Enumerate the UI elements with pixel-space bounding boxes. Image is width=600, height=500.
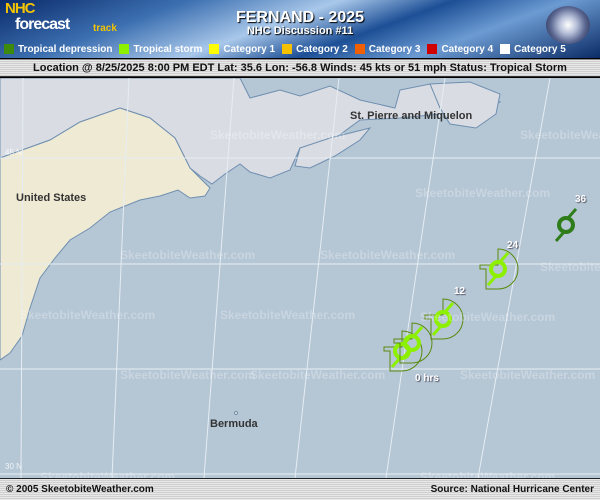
forecast-label-24: 24 <box>507 240 519 251</box>
discussion-number: NHC Discussion #11 <box>246 25 354 37</box>
map-canvas <box>0 78 600 478</box>
place-united-states: United States <box>16 192 87 204</box>
watermark: SkeetobiteWeather.com <box>120 248 256 262</box>
lat-label-30n: 30 N <box>5 462 22 471</box>
legend-swatch <box>4 44 14 54</box>
forecast-label-12: 12 <box>454 286 466 297</box>
watermark: SkeetobiteWeather.com <box>460 368 596 382</box>
lat-label-45n: 45 N <box>5 148 22 157</box>
wind-radii <box>393 322 433 364</box>
longitude-line <box>203 78 235 478</box>
legend-swatch <box>354 44 365 54</box>
header-banner: NHC forecast track FERNAND - 2025 NHC Di… <box>0 0 600 58</box>
place-bermuda: Bermuda <box>210 418 258 430</box>
legend-item: Category 3 <box>354 43 421 55</box>
forecast-track <box>383 208 578 372</box>
legend-label: Category 1 <box>223 43 276 55</box>
watermark: SkeetobiteWeather.com <box>250 368 386 382</box>
newfoundland <box>429 81 501 129</box>
legend-item: Category 2 <box>282 44 348 55</box>
copyright: © 2005 SkeetobiteWeather.com <box>6 484 154 495</box>
tropical-storm-icon <box>400 326 424 360</box>
wind-radii <box>479 248 519 290</box>
watermark: SkeetobiteWeather.com <box>420 310 556 324</box>
legend-swatch <box>119 44 130 54</box>
legend-label: Category 3 <box>368 43 421 55</box>
legend-item: Tropical depression <box>4 44 112 55</box>
hurricane-satellite-icon <box>546 6 590 44</box>
legend-label: Category 4 <box>441 43 494 55</box>
intensity-legend: Tropical depression Tropical storm Categor… <box>0 41 600 57</box>
tropical-storm-icon <box>431 302 455 336</box>
bermuda-island <box>234 411 238 415</box>
wind-radii <box>424 298 464 340</box>
storm-title: FERNAND - 2025 <box>235 9 365 26</box>
longitude-line <box>385 78 446 478</box>
legend-item: Category 5 <box>500 44 566 55</box>
storm-status-bar: Location @ 8/25/2025 8:00 PM EDT Lat: 35… <box>0 59 600 77</box>
place-st-pierre-miquelon: St. Pierre and Miquelon <box>350 110 473 122</box>
watermark: SkeetobiteWeather.com <box>20 308 156 322</box>
watermark: SkeetobiteWeather.com <box>220 308 356 322</box>
longitude-line <box>111 78 130 478</box>
longitude-line <box>477 78 551 478</box>
nhc-forecast-track-logo: NHC forecast track <box>5 0 125 40</box>
longitude-line <box>20 78 24 478</box>
legend-item: Category 1 <box>209 44 275 55</box>
legend-label: Tropical depression <box>18 43 113 55</box>
legend-swatch <box>427 44 438 54</box>
legend-label: Category 5 <box>514 43 566 55</box>
legend-item: Tropical storm <box>119 44 202 55</box>
watermark: SkeetobiteWeather.com <box>320 248 456 262</box>
logo-track: track <box>93 23 117 34</box>
logo-forecast: forecast <box>15 16 70 33</box>
land-us <box>0 107 211 361</box>
watermark: SkeetobiteWeather.com <box>415 186 551 200</box>
watermark: SkeetobiteWeather.com <box>420 470 556 478</box>
logo-nhc: NHC <box>5 0 35 17</box>
legend-swatch <box>282 44 293 54</box>
legend-label: Category 2 <box>296 43 348 55</box>
longitude-line <box>294 78 340 478</box>
legend-swatch <box>209 44 220 54</box>
forecast-label-0hrs: 0 hrs <box>415 373 439 384</box>
legend-swatch <box>500 44 511 54</box>
tropical-storm-icon <box>486 252 510 286</box>
tropical-storm-icon <box>554 208 578 242</box>
watermark: SkeetobiteWeather.com <box>520 128 600 142</box>
legend-label: Tropical storm <box>133 43 203 55</box>
watermark: SkeetobiteWeather.com <box>40 470 176 478</box>
data-source: Source: National Hurricane Center <box>430 484 594 495</box>
legend-item: Category 4 <box>427 44 493 55</box>
watermark: SkeetobiteWeather.com <box>540 260 600 274</box>
map: SkeetobiteWeather.com SkeetobiteWeather.c… <box>0 78 600 478</box>
watermark: SkeetobiteWeather.com <box>120 368 256 382</box>
forecast-label-36: 36 <box>575 194 587 205</box>
watermark: SkeetobiteWeather.com <box>210 128 346 142</box>
footer-bar: © 2005 SkeetobiteWeather.com Source: Nat… <box>0 478 600 500</box>
